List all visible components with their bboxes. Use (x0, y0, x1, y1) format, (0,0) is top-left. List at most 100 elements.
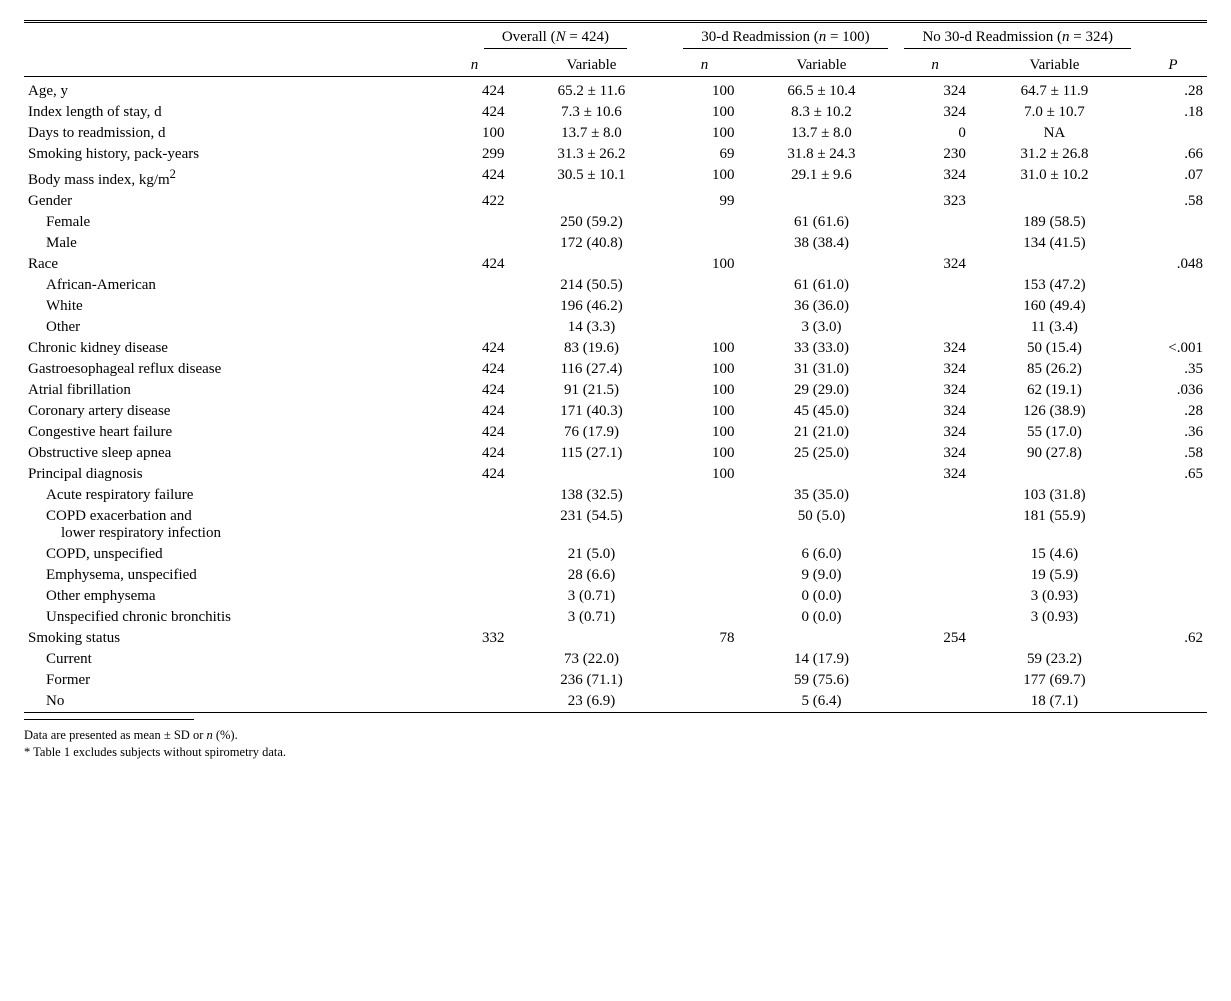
cell-overall-n: 299 (440, 144, 512, 165)
cell-noreadmit-var: 50 (15.4) (974, 338, 1135, 359)
cell-overall-n: 422 (440, 191, 512, 212)
cell-p (1135, 123, 1207, 144)
cell-noreadmit-n: 324 (900, 443, 973, 464)
table-row: Other14 (3.3)3 (3.0)11 (3.4) (24, 317, 1207, 338)
cell-p (1135, 506, 1207, 544)
cell-noreadmit-var: 18 (7.1) (974, 691, 1135, 713)
footnote-rule (24, 719, 194, 720)
table-row: COPD, unspecified21 (5.0)6 (6.0)15 (4.6) (24, 544, 1207, 565)
cell-overall-var: 91 (21.5) (512, 380, 670, 401)
cell-noreadmit-n: 324 (900, 359, 973, 380)
cell-readmit-var: 45 (45.0) (742, 401, 900, 422)
cell-overall-n: 424 (440, 359, 512, 380)
row-label: African-American (24, 275, 440, 296)
cell-overall-var: 30.5 ± 10.1 (512, 165, 670, 191)
table-row: Chronic kidney disease42483 (19.6)10033 … (24, 338, 1207, 359)
cell-readmit-n (670, 296, 742, 317)
row-label: No (24, 691, 440, 713)
cell-readmit-var: 0 (0.0) (742, 586, 900, 607)
table-row: Acute respiratory failure138 (32.5)35 (3… (24, 485, 1207, 506)
cell-noreadmit-var (974, 628, 1135, 649)
cell-overall-n (440, 506, 512, 544)
cell-noreadmit-n: 324 (900, 165, 973, 191)
row-label: Body mass index, kg/m2 (24, 165, 440, 191)
cell-p: .62 (1135, 628, 1207, 649)
cell-noreadmit-n: 323 (900, 191, 973, 212)
cell-overall-var: 214 (50.5) (512, 275, 670, 296)
cell-readmit-n: 100 (670, 359, 742, 380)
cell-overall-var: 171 (40.3) (512, 401, 670, 422)
cell-readmit-var: 38 (38.4) (742, 233, 900, 254)
cell-overall-n: 424 (440, 464, 512, 485)
cell-p (1135, 607, 1207, 628)
cell-overall-n (440, 649, 512, 670)
cell-overall-var (512, 628, 670, 649)
cell-p (1135, 670, 1207, 691)
cell-readmit-n (670, 317, 742, 338)
cell-readmit-n: 100 (670, 401, 742, 422)
table-row: Unspecified chronic bronchitis3 (0.71)0 … (24, 607, 1207, 628)
cell-noreadmit-n: 324 (900, 254, 973, 275)
cell-noreadmit-n (900, 485, 973, 506)
cell-readmit-n: 100 (670, 338, 742, 359)
cell-noreadmit-var: 189 (58.5) (974, 212, 1135, 233)
group-header-row: Overall (N = 424) 30-d Readmission (n = … (24, 27, 1207, 51)
cell-p: <.001 (1135, 338, 1207, 359)
cell-p: .66 (1135, 144, 1207, 165)
header-overall: Overall (N = 424) (484, 29, 627, 49)
row-label: Emphysema, unspecified (24, 565, 440, 586)
cell-readmit-var: 35 (35.0) (742, 485, 900, 506)
cell-overall-n (440, 485, 512, 506)
cell-readmit-var: 31 (31.0) (742, 359, 900, 380)
table-row: Days to readmission, d10013.7 ± 8.010013… (24, 123, 1207, 144)
cell-readmit-n: 78 (670, 628, 742, 649)
row-label: Coronary artery disease (24, 401, 440, 422)
cell-noreadmit-var (974, 254, 1135, 275)
cell-overall-var: 28 (6.6) (512, 565, 670, 586)
cell-noreadmit-var: 126 (38.9) (974, 401, 1135, 422)
row-label: Days to readmission, d (24, 123, 440, 144)
demographics-table: Overall (N = 424) 30-d Readmission (n = … (24, 20, 1207, 713)
cell-readmit-n (670, 607, 742, 628)
cell-readmit-var (742, 191, 900, 212)
cell-readmit-n (670, 691, 742, 713)
cell-readmit-var: 61 (61.0) (742, 275, 900, 296)
cell-p: .65 (1135, 464, 1207, 485)
cell-noreadmit-var (974, 191, 1135, 212)
table-row: Former236 (71.1)59 (75.6)177 (69.7) (24, 670, 1207, 691)
subheader-p: P (1135, 55, 1207, 77)
cell-overall-n (440, 565, 512, 586)
cell-readmit-var (742, 254, 900, 275)
cell-noreadmit-n: 324 (900, 338, 973, 359)
cell-noreadmit-n: 324 (900, 422, 973, 443)
cell-p (1135, 649, 1207, 670)
table-body: Age, y42465.2 ± 11.610066.5 ± 10.432464.… (24, 81, 1207, 713)
table-row: Coronary artery disease424171 (40.3)1004… (24, 401, 1207, 422)
subheader-variable: Variable (742, 55, 900, 77)
cell-p: .35 (1135, 359, 1207, 380)
cell-readmit-n: 100 (670, 254, 742, 275)
cell-readmit-var: 61 (61.6) (742, 212, 900, 233)
cell-noreadmit-n: 324 (900, 464, 973, 485)
cell-overall-var: 196 (46.2) (512, 296, 670, 317)
cell-overall-n (440, 317, 512, 338)
cell-noreadmit-n (900, 649, 973, 670)
cell-overall-var (512, 254, 670, 275)
cell-noreadmit-var: 90 (27.8) (974, 443, 1135, 464)
table-row: Obstructive sleep apnea424115 (27.1)1002… (24, 443, 1207, 464)
sub-header-row: n Variable n Variable n Variable P (24, 55, 1207, 77)
cell-noreadmit-var: NA (974, 123, 1135, 144)
cell-noreadmit-n: 324 (900, 81, 973, 102)
table-row: Current73 (22.0)14 (17.9)59 (23.2) (24, 649, 1207, 670)
cell-readmit-var: 50 (5.0) (742, 506, 900, 544)
cell-readmit-n (670, 565, 742, 586)
table-row: COPD exacerbation and lower respiratory … (24, 506, 1207, 544)
row-label: Index length of stay, d (24, 102, 440, 123)
row-label: COPD exacerbation and lower respiratory … (24, 506, 440, 544)
cell-noreadmit-var: 62 (19.1) (974, 380, 1135, 401)
cell-overall-n (440, 586, 512, 607)
row-label: Atrial fibrillation (24, 380, 440, 401)
cell-overall-var: 73 (22.0) (512, 649, 670, 670)
row-label: Age, y (24, 81, 440, 102)
cell-overall-var: 31.3 ± 26.2 (512, 144, 670, 165)
